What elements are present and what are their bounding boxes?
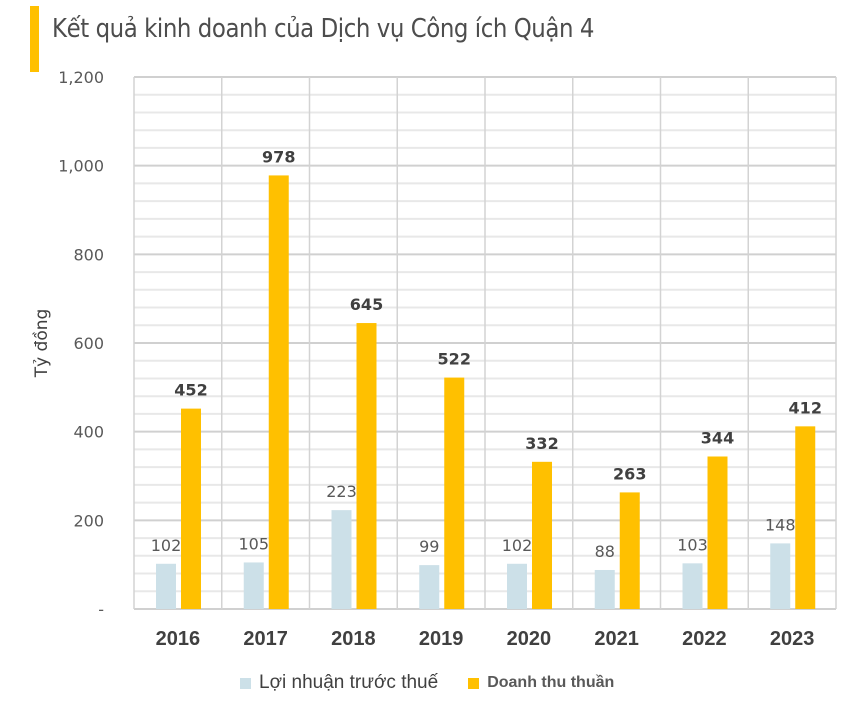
y-tick-label: 600 (73, 334, 104, 353)
data-label-profit: 105 (238, 534, 269, 553)
data-label-profit: 223 (326, 482, 357, 501)
data-label-revenue: 645 (350, 295, 383, 314)
x-tick-label: 2019 (419, 628, 464, 650)
data-label-revenue: 522 (438, 350, 471, 369)
bar-revenue (619, 492, 640, 609)
x-tick-label: 2023 (770, 628, 815, 650)
data-label-profit: 103 (677, 535, 708, 554)
legend-label-revenue: Doanh thu thuần (487, 674, 615, 691)
x-tick-label: 2020 (507, 628, 552, 650)
x-tick-label: 2021 (594, 628, 639, 650)
bar-revenue (532, 461, 552, 609)
bar-profit (331, 510, 352, 609)
legend: Lợi nhuận trước thuế Doanh thu thuần (240, 672, 614, 694)
bar-profit (419, 565, 440, 609)
bar-revenue (181, 408, 201, 609)
data-label-revenue: 332 (525, 434, 558, 453)
x-tick-label: 2016 (156, 628, 201, 650)
bar-profit (156, 563, 176, 609)
data-label-profit: 148 (765, 515, 796, 534)
x-tick-label: 2022 (682, 628, 727, 650)
y-tick-label: 400 (73, 423, 104, 442)
data-label-profit: 102 (502, 536, 533, 555)
data-label-revenue: 412 (789, 398, 822, 417)
bar-revenue (795, 426, 816, 609)
x-tick-label: 2017 (243, 628, 288, 650)
data-label-profit: 102 (151, 536, 182, 555)
legend-swatch-profit (240, 677, 251, 689)
y-tick-label: 1,200 (58, 68, 104, 87)
title-accent-bar (30, 6, 39, 72)
bar-revenue (268, 175, 289, 610)
bar-revenue (707, 456, 728, 609)
bar-profit (770, 543, 791, 609)
legend-label-profit: Lợi nhuận trước thuế (259, 672, 439, 693)
bar-profit (594, 569, 615, 609)
x-tick-label: 2018 (331, 628, 376, 650)
legend-swatch-revenue (468, 677, 480, 689)
data-label-profit: 88 (595, 542, 615, 561)
bar-profit (243, 562, 264, 609)
bar-revenue (444, 377, 465, 609)
data-label-profit: 99 (419, 537, 439, 556)
data-label-revenue: 344 (701, 428, 734, 447)
bar-revenue (356, 323, 377, 609)
y-tick-label: 1,000 (58, 157, 104, 176)
y-tick-label: 800 (73, 245, 104, 264)
y-axis-label: Tỷ đồng (31, 309, 52, 379)
y-tick-label: - (98, 600, 104, 619)
data-label-revenue: 452 (174, 381, 207, 400)
chart-title: Kết quả kinh doanh của Dịch vụ Công ích … (52, 14, 594, 44)
y-tick-label: 200 (73, 511, 104, 530)
data-label-revenue: 978 (262, 147, 295, 166)
data-label-revenue: 263 (613, 464, 646, 483)
bar-profit (682, 563, 703, 609)
bar-profit (507, 563, 527, 609)
